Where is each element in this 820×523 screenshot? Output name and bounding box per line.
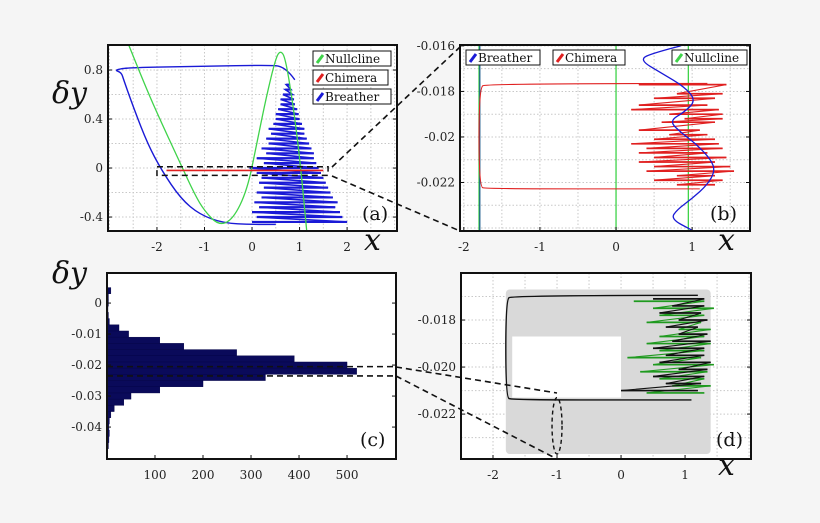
panel-b-label: (b) bbox=[710, 203, 737, 225]
legend-a-box-1 bbox=[312, 50, 392, 67]
legend-nullcline-swatch bbox=[315, 54, 325, 64]
panel-d-ytick-label: -0.022 bbox=[418, 407, 456, 421]
panel-c-ytick-label: -0.04 bbox=[71, 420, 102, 434]
panel-b-ytick-label: -0.016 bbox=[417, 39, 455, 53]
panel-c-xtick-label: 500 bbox=[336, 468, 359, 482]
histogram-bar bbox=[106, 336, 161, 344]
panel-c-xtick-label: 200 bbox=[192, 468, 215, 482]
legend-b-chimera-swatch bbox=[555, 53, 565, 63]
legend-chimera-swatch bbox=[315, 73, 325, 83]
legend-b-breather: Breather bbox=[478, 51, 532, 65]
panel-d-label: (d) bbox=[716, 429, 743, 451]
panel-c-ytick-label: -0.03 bbox=[71, 389, 102, 403]
connector-c-d-bottom bbox=[395, 375, 558, 460]
panel-b: -2 -1 0 1 -0.016 -0.018 -0.02 -0.022 bbox=[417, 39, 751, 254]
zoom-connectors bbox=[331, 46, 558, 460]
panel-d-xlabel: x bbox=[718, 448, 735, 483]
panel-a-frame bbox=[107, 44, 398, 232]
panel-a-xtick-label: -2 bbox=[151, 240, 163, 254]
panel-b-background bbox=[460, 45, 750, 231]
legend-b-box-3 bbox=[671, 49, 748, 66]
zoom-box bbox=[156, 166, 329, 177]
panel-a-ylabel: δy bbox=[52, 76, 88, 111]
panel-a-ytick-label: 0.8 bbox=[84, 63, 103, 77]
panel-d-xtick-label: 1 bbox=[681, 468, 689, 482]
panel-a-xlabel: x bbox=[364, 223, 381, 258]
panel-c-xtick-label: 300 bbox=[240, 468, 263, 482]
histogram-bar bbox=[106, 380, 204, 387]
legend-a-chimera: Chimera bbox=[325, 71, 377, 85]
panel-b-xtick-label: 1 bbox=[688, 240, 696, 254]
panel-c-ytick-label: 0 bbox=[94, 296, 102, 310]
connector-c-d-top bbox=[395, 366, 558, 394]
histogram-bar bbox=[106, 386, 161, 394]
panel-b-xtick-label: 0 bbox=[612, 240, 620, 254]
zoom-ellipse bbox=[551, 396, 563, 455]
trajectory-frame bbox=[505, 294, 698, 401]
histogram-bar bbox=[106, 405, 115, 412]
panel-c-ytick-label: -0.01 bbox=[71, 327, 102, 341]
panel-a-ytick-label: 0.4 bbox=[84, 112, 103, 126]
legend-a-box-3 bbox=[312, 88, 392, 105]
legend-b-box-1 bbox=[465, 49, 541, 66]
panel-d-xtick-label: 0 bbox=[617, 468, 625, 482]
panel-d-ytick-label: -0.020 bbox=[418, 360, 456, 374]
histogram-bar bbox=[106, 349, 237, 356]
panel-b-ytick-label: -0.018 bbox=[417, 84, 455, 98]
legend-b-nullcline: Nullcline bbox=[684, 51, 739, 65]
histogram-bar bbox=[106, 398, 125, 406]
panel-b-ytick-label: -0.02 bbox=[424, 130, 455, 144]
panel-c: 100 200 300 400 500 0 -0.01 -0.02 -0.03 -0.04 bbox=[71, 272, 397, 482]
panel-a-xtick-label: 1 bbox=[296, 240, 304, 254]
panel-a-xtick-label: 0 bbox=[248, 240, 256, 254]
panel-b-xtick-label: -2 bbox=[458, 240, 470, 254]
legend-a: Nullcline Chimera Breather bbox=[312, 50, 392, 105]
panel-a-ytick-label: -0.4 bbox=[80, 210, 104, 224]
panel-b-frame bbox=[459, 44, 751, 232]
band-interior-gap bbox=[512, 336, 622, 398]
breather-trajectory bbox=[642, 45, 715, 231]
legend-b: Breather Chimera Nullcline bbox=[465, 49, 748, 66]
panel-d-xtick-label: -1 bbox=[551, 468, 563, 482]
panel-a-xtick-label: 2 bbox=[343, 240, 351, 254]
legend-a-nullcline: Nullcline bbox=[325, 52, 380, 66]
panel-c-xtick-label: 100 bbox=[144, 468, 167, 482]
legend-a-breather: Breather bbox=[325, 90, 379, 104]
histogram-bar bbox=[106, 343, 185, 350]
breather-trajectory bbox=[115, 64, 296, 226]
histogram-bar bbox=[106, 355, 295, 363]
panel-d-frame bbox=[460, 272, 752, 460]
panel-d-xtick-label: -2 bbox=[487, 468, 499, 482]
panel-a-label: (a) bbox=[362, 203, 388, 225]
legend-a-box-2 bbox=[312, 69, 389, 86]
nullcline-curve bbox=[128, 45, 308, 231]
panel-d-ytick-label: -0.018 bbox=[418, 313, 456, 327]
panel-b-xtick-label: -1 bbox=[534, 240, 546, 254]
panel-a-ytick-label: 0 bbox=[95, 161, 103, 175]
legend-b-nullcline-swatch bbox=[674, 53, 684, 63]
panel-d: -2 -1 0 1 -0.018 -0.020 -0.022 bbox=[418, 272, 752, 482]
panel-b-xlabel: x bbox=[718, 223, 735, 258]
panel-c-label: (c) bbox=[360, 429, 385, 451]
panel-c-ytick-label: -0.02 bbox=[71, 358, 102, 372]
legend-b-box-2 bbox=[552, 49, 626, 66]
histogram-bar bbox=[106, 324, 120, 332]
legend-b-chimera: Chimera bbox=[565, 51, 617, 65]
legend-b-breather-swatch bbox=[468, 53, 478, 63]
connector-a-b-bottom bbox=[331, 175, 461, 232]
histogram-bar bbox=[106, 367, 357, 375]
legend-breather-swatch bbox=[315, 92, 325, 102]
panel-c-frame bbox=[106, 272, 397, 460]
panel-b-ytick-label: -0.022 bbox=[417, 176, 455, 190]
panel-c-xtick-label: 400 bbox=[288, 468, 311, 482]
chimera-trajectory bbox=[478, 82, 708, 190]
panel-a-xtick-label: -1 bbox=[199, 240, 211, 254]
panel-c-ylabel: δy bbox=[52, 256, 88, 291]
